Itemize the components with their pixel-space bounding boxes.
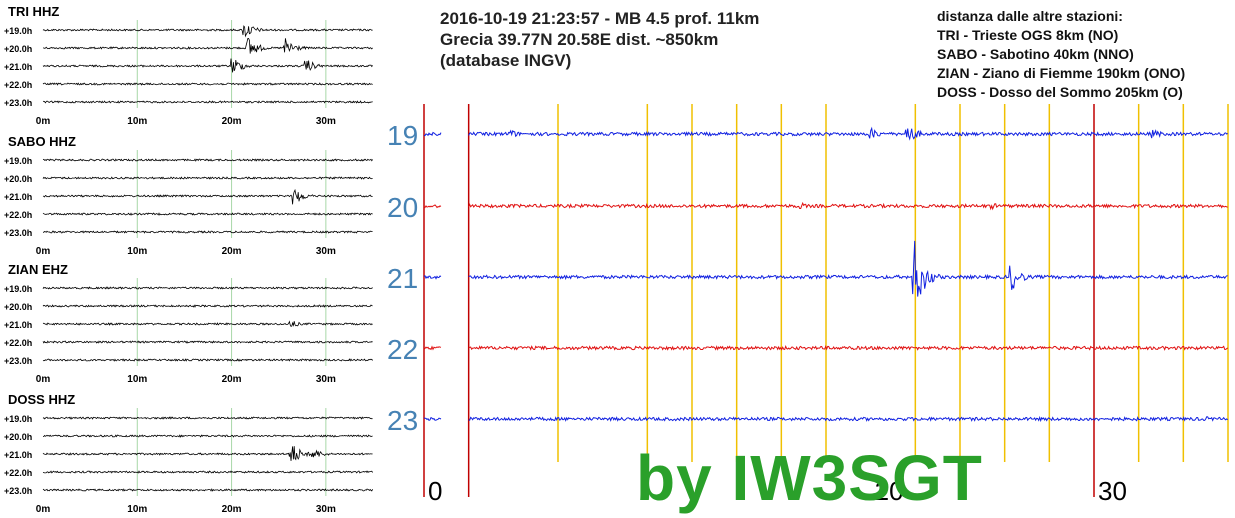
row-label: +23.0h [4,228,32,238]
distance-item: DOSS - Dosso del Sommo 205km (O) [937,84,1183,100]
row-label: +23.0h [4,356,32,366]
row-label: +20.0h [4,432,32,442]
row-label: +21.0h [4,450,32,460]
x-tick-label: 10m [127,374,147,385]
station-panel: SABO HHZ +19.0h +20.0h +21.0h +22.0h +23.0h 0m… [4,134,373,257]
row-label: +20.0h [4,44,32,54]
row-label: +19.0h [4,26,32,36]
x-tick-label: 20m [222,374,242,385]
x-tick-label: 30m [316,374,336,385]
hour-label: 21 [387,263,418,294]
seismic-trace [423,131,442,137]
row-label: +19.0h [4,156,32,166]
row-label: +22.0h [4,80,32,90]
hour-label: 23 [387,405,418,436]
distance-item: TRI - Trieste OGS 8km (NO) [937,27,1119,43]
seismic-trace [423,345,442,351]
x-tick-label: 0m [36,116,51,127]
panel-title: TRI HHZ [8,4,59,19]
row-label: +22.0h [4,210,32,220]
distances-title: distanza dalle altre stazioni: [937,8,1123,24]
seismic-trace [42,304,373,308]
row-label: +22.0h [4,468,32,478]
seismic-trace [42,488,373,492]
row-label: +20.0h [4,302,32,312]
x-tick-label: 20 [875,476,904,506]
x-tick-label: 30m [316,504,336,515]
row-label: +21.0h [4,192,32,202]
x-tick-label: 20m [222,504,242,515]
detail-helicorder: 19 20 21 22 23 0 20 30 [387,104,1229,506]
x-tick-label: 10m [127,116,147,127]
seismic-trace [42,212,373,216]
panel-title: DOSS HHZ [8,392,75,407]
distance-item: ZIAN - Ziano di Fiemme 190km (ONO) [937,65,1186,81]
hour-label: 20 [387,192,418,223]
station-panel: ZIAN EHZ +19.0h +20.0h +21.0h +22.0h +23.0h 0m… [4,262,373,385]
seismic-trace [42,320,373,327]
station-distances: distanza dalle altre stazioni: TRI - Tri… [937,7,1185,102]
row-label: +23.0h [4,98,32,108]
event-line-1: 2016-10-19 21:23:57 - MB 4.5 prof. 11km [440,9,760,28]
panel-title: ZIAN EHZ [8,262,68,277]
x-tick-label: 20m [222,116,242,127]
distance-item: SABO - Sabotino 40km (NNO) [937,46,1134,62]
event-line-2: Grecia 39.77N 20.58E dist. ~850km [440,30,719,49]
seismic-trace [42,230,373,234]
row-label: +23.0h [4,486,32,496]
seismic-trace [42,158,373,162]
row-label: +21.0h [4,62,32,72]
seismic-trace [42,434,373,438]
station-panel: TRI HHZ +19.0h +20.0h +21.0h +22.0h +23.0h 0m 1… [4,4,373,127]
row-label: +21.0h [4,320,32,330]
seismic-trace [42,286,373,290]
seismic-trace [42,82,373,86]
seismic-trace [468,201,1228,211]
x-tick-label: 0m [36,504,51,515]
x-tick-label: 10m [127,504,147,515]
seismic-trace [42,100,373,104]
seismic-trace [42,37,373,54]
hour-label: 22 [387,334,418,365]
seismic-trace [42,188,373,205]
seismic-trace [42,416,373,420]
x-tick-label: 0m [36,246,51,257]
hour-label: 19 [387,120,418,151]
row-label: +22.0h [4,338,32,348]
panel-title: SABO HHZ [8,134,76,149]
x-tick-label: 0 [428,476,442,506]
author-signature: by IW3SGT [636,442,983,514]
x-tick-label: 20m [222,246,242,257]
seismic-trace [42,25,373,38]
x-tick-label: 30m [316,246,336,257]
x-tick-label: 30 [1098,476,1127,506]
seismic-trace [423,416,442,422]
seismic-trace [423,204,442,209]
seismic-trace [42,470,373,474]
seismic-trace [42,176,373,180]
station-panels: TRI HHZ +19.0h +20.0h +21.0h +22.0h +23.0h 0m 1… [4,4,373,515]
x-tick-label: 10m [127,246,147,257]
seismic-trace [42,446,373,461]
row-label: +19.0h [4,414,32,424]
event-line-3: (database INGV) [440,51,572,70]
seismic-trace [468,344,1229,351]
x-tick-label: 30m [316,116,336,127]
seismic-trace [42,340,373,344]
seismic-trace [423,275,442,280]
x-tick-label: 0m [36,374,51,385]
seismic-trace [468,126,1228,141]
seismic-trace [468,415,1229,423]
event-info: 2016-10-19 21:23:57 - MB 4.5 prof. 11km … [440,8,759,71]
row-label: +19.0h [4,284,32,294]
seismic-trace [468,240,1228,297]
row-label: +20.0h [4,174,32,184]
seismic-trace [42,58,373,73]
seismic-trace [42,358,373,362]
station-panel: DOSS HHZ +19.0h +20.0h +21.0h +22.0h +23.0h 0m… [4,392,373,515]
